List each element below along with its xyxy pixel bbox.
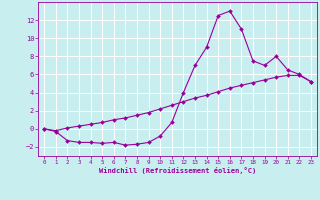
X-axis label: Windchill (Refroidissement éolien,°C): Windchill (Refroidissement éolien,°C) — [99, 167, 256, 174]
